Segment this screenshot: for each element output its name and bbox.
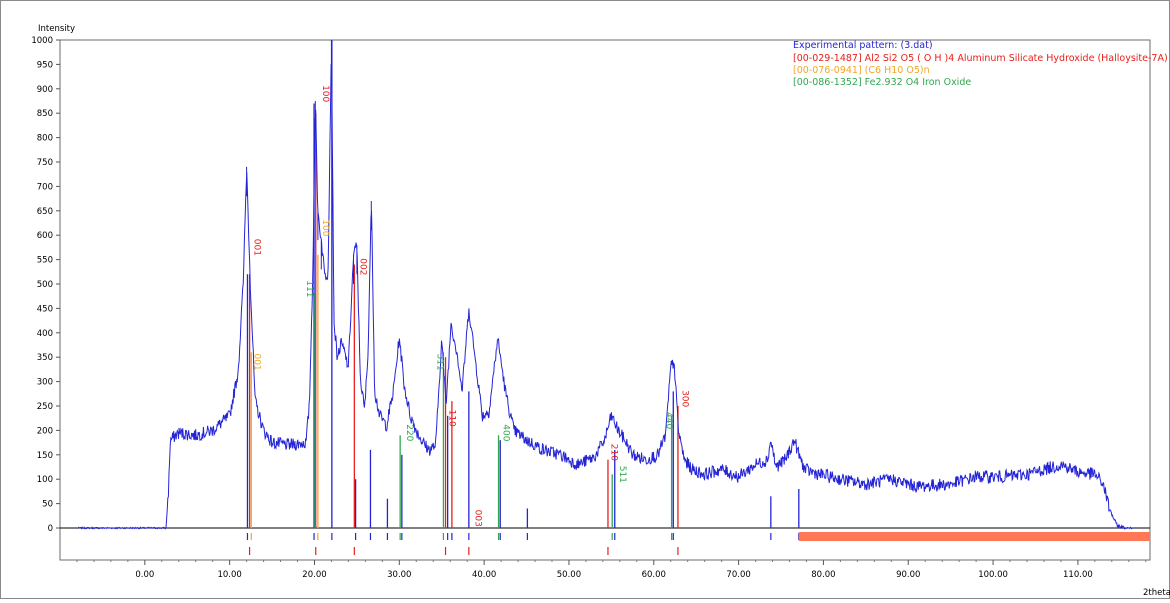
excluded-range-bar <box>798 532 1150 541</box>
peak-label: 003 <box>473 510 483 527</box>
peak-label: 440 <box>663 412 673 429</box>
y-tick-label: 850 <box>37 109 53 119</box>
y-tick-label: 750 <box>37 158 53 168</box>
experimental-profile-line <box>76 40 1133 530</box>
y-tick-label: 400 <box>37 329 53 339</box>
x-tick-label: 80.00 <box>811 570 835 580</box>
y-tick-label: 500 <box>37 280 53 290</box>
legend-entry-experimental: Experimental pattern: (3.dat) <box>793 40 933 51</box>
x-axis-label: 2theta <box>1143 588 1170 598</box>
y-tick-label: 0 <box>48 524 53 534</box>
peak-label: 210 <box>608 444 618 461</box>
y-tick-label: 350 <box>37 353 53 363</box>
x-tick-label: 60.00 <box>642 570 666 580</box>
reference-tick-strips <box>246 532 1150 555</box>
legend-entry-cellulose: [00-076-0941] (C6 H10 O5)n <box>793 65 930 76</box>
y-tick-label: 450 <box>37 304 53 314</box>
peak-label: 400 <box>501 424 511 441</box>
y-tick-label: 150 <box>37 451 53 461</box>
y-tick-label: 50 <box>42 500 53 510</box>
peak-label: 110 <box>446 410 456 427</box>
y-axis: 0 50 100 150 200 250 300 350 400 450 500 550 600 650 7… <box>31 36 1150 534</box>
legend-entry-halloysite: [00-029-1487] Al2 Si2 O5 ( O H )4 Alumin… <box>793 53 1168 64</box>
peak-label: 300 <box>680 390 690 407</box>
legend: Experimental pattern: (3.dat) [00-029-14… <box>793 40 1168 88</box>
x-axis: 0.00 10.00 20.00 30.00 40.00 50.00 60.00 70.00 8… <box>76 560 1147 580</box>
x-tick-label: 0.00 <box>135 570 154 580</box>
y-tick-label: 250 <box>37 402 53 412</box>
peak-label: 002 <box>357 258 367 275</box>
y-axis-label: Intensity <box>38 24 75 34</box>
plot-frame <box>59 39 1151 561</box>
y-tick-label: 100 <box>37 475 53 485</box>
y-tick-label: 900 <box>37 85 53 95</box>
peak-label: 100 <box>320 85 330 102</box>
x-tick-label: 40.00 <box>472 570 496 580</box>
x-tick-label: 20.00 <box>302 570 326 580</box>
x-tick-label: 30.00 <box>387 570 411 580</box>
y-tick-label: 200 <box>37 426 53 436</box>
x-tick-label: 90.00 <box>896 570 920 580</box>
peak-label: 001 <box>251 239 261 256</box>
y-tick-label: 1000 <box>31 36 53 46</box>
peak-label: 220 <box>404 424 414 441</box>
legend-entry-iron-oxide: [00-086-1352] Fe2.932 O4 Iron Oxide <box>793 77 971 88</box>
x-tick-label: 70.00 <box>726 570 750 580</box>
peak-label: 311 <box>434 353 444 370</box>
y-tick-label: 550 <box>37 256 53 266</box>
peak-label: 001 <box>251 353 261 370</box>
peak-labels: 001 001 111 100 100 002 220 311 110 003 400 210 511 4… <box>251 85 689 527</box>
y-tick-label: 700 <box>37 182 53 192</box>
x-tick-label: 10.00 <box>217 570 241 580</box>
x-tick-label: 50.00 <box>557 570 581 580</box>
peak-label: 511 <box>617 466 627 483</box>
peak-label: 111 <box>304 280 314 297</box>
y-tick-label: 300 <box>37 378 53 388</box>
x-tick-label: 100.00 <box>978 570 1008 580</box>
y-tick-label: 950 <box>37 60 53 70</box>
x-tick-label: 110.00 <box>1063 570 1093 580</box>
y-tick-label: 600 <box>37 231 53 241</box>
y-tick-label: 800 <box>37 134 53 144</box>
peak-label: 100 <box>320 219 330 236</box>
y-tick-label: 650 <box>37 207 53 217</box>
